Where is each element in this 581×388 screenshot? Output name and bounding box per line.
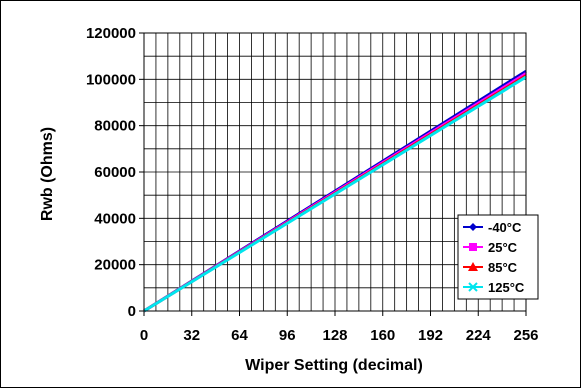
x-tick-label: 0 (140, 327, 148, 344)
legend-marker (469, 243, 477, 251)
y-tick-label: 120000 (86, 25, 136, 42)
x-tick-label: 32 (183, 327, 200, 344)
legend-label: 85°C (488, 260, 518, 275)
x-tick-label: 224 (466, 327, 492, 344)
y-axis-label: Rwb (Ohms) (39, 127, 56, 221)
legend-label: 25°C (488, 240, 518, 255)
y-tick-label: 80000 (94, 118, 136, 135)
x-tick-label: 160 (370, 327, 395, 344)
x-axis-label: Wiper Setting (decimal) (245, 357, 423, 374)
x-tick-label: 256 (513, 327, 538, 344)
legend-marker (468, 282, 478, 292)
x-tick-label: 96 (279, 327, 296, 344)
legend-label: 125°C (488, 280, 525, 295)
x-tick-label: 192 (418, 327, 443, 344)
legend: -40°C 25°C 85°C 125°C (457, 214, 539, 300)
x-tick-label: 64 (231, 327, 248, 344)
legend-marker (468, 262, 478, 271)
y-tick-label: 60000 (94, 164, 136, 181)
y-tick-label: 0 (128, 303, 136, 320)
x-tick-labels: 0 32 64 96 128 160 192 224 256 (140, 327, 539, 344)
y-tick-label: 20000 (94, 257, 136, 274)
legend-label: -40°C (488, 220, 522, 235)
x-tick-label: 128 (322, 327, 347, 344)
legend-marker (469, 223, 477, 231)
y-tick-labels: 0 20000 40000 60000 80000 100000 120000 (86, 25, 136, 320)
y-tick-label: 40000 (94, 210, 136, 227)
y-tick-label: 100000 (86, 71, 136, 88)
series-line-3 (143, 75, 527, 313)
plot-area (143, 32, 527, 312)
series-lines (143, 69, 527, 313)
